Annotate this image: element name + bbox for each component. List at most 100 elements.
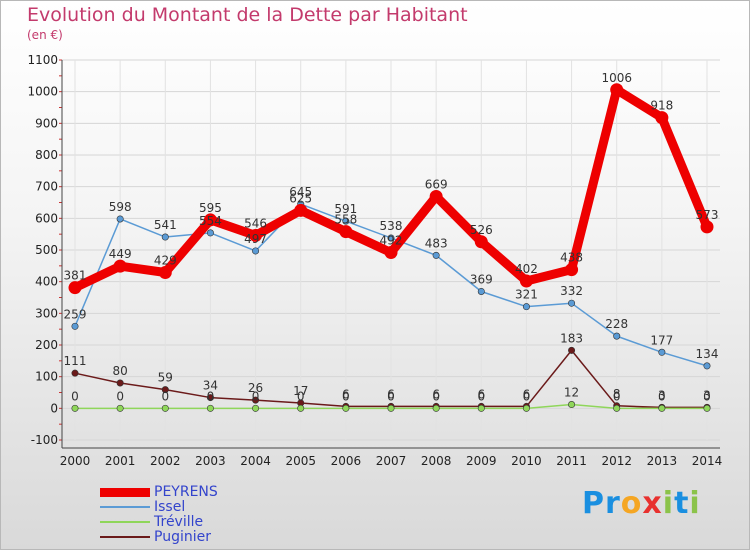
x-tick-label: 2014 xyxy=(692,454,723,468)
data-label: 381 xyxy=(64,269,87,283)
y-tick-label: 1100 xyxy=(27,53,58,67)
data-point xyxy=(613,404,621,412)
data-point xyxy=(249,228,263,242)
data-point xyxy=(68,281,82,295)
data-point xyxy=(161,386,169,394)
x-tick-label: 2007 xyxy=(376,454,407,468)
legend-label: PEYRENS xyxy=(154,484,218,500)
logo-letter: o xyxy=(620,486,643,521)
data-point xyxy=(613,332,621,340)
data-label: 0 xyxy=(613,389,621,403)
data-point xyxy=(658,348,666,356)
legend-label: Puginier xyxy=(154,529,211,545)
data-point xyxy=(477,404,485,412)
data-point xyxy=(568,346,576,354)
data-label: 492 xyxy=(380,234,403,248)
data-point xyxy=(339,225,353,239)
data-label: 541 xyxy=(154,218,177,232)
logo-letter: r xyxy=(605,486,621,521)
data-label: 228 xyxy=(605,317,628,331)
legend-swatch xyxy=(100,488,150,497)
data-point xyxy=(252,396,260,404)
data-label: 573 xyxy=(696,208,719,222)
y-tick-label: 400 xyxy=(35,275,58,289)
data-label: 3 xyxy=(703,388,711,402)
data-label: 546 xyxy=(244,216,267,230)
data-label: 483 xyxy=(425,236,448,250)
x-tick-label: 2000 xyxy=(60,454,91,468)
data-label: 0 xyxy=(477,389,485,403)
legend-swatch xyxy=(100,506,150,508)
data-label: 111 xyxy=(64,354,87,368)
data-point xyxy=(342,404,350,412)
proxiti-logo: Proxiti xyxy=(582,486,701,521)
data-point xyxy=(610,83,624,97)
data-label: 6 xyxy=(342,387,350,401)
data-label: 177 xyxy=(650,333,673,347)
logo-letter: P xyxy=(582,486,605,521)
data-point xyxy=(252,247,260,255)
data-label: 645 xyxy=(289,185,312,199)
x-tick-label: 2002 xyxy=(150,454,181,468)
data-point xyxy=(116,404,124,412)
data-label: 0 xyxy=(297,389,305,403)
data-point xyxy=(522,303,530,311)
data-label: 918 xyxy=(650,99,673,113)
data-point xyxy=(703,362,711,370)
data-point xyxy=(158,265,172,279)
data-label: 0 xyxy=(207,389,215,403)
data-label: 6 xyxy=(387,387,395,401)
data-label: 34 xyxy=(203,379,218,393)
legend-swatch xyxy=(100,536,150,538)
data-point xyxy=(568,401,576,409)
y-tick-label: 100 xyxy=(35,370,58,384)
x-tick-label: 2011 xyxy=(556,454,587,468)
y-tick-label: -100 xyxy=(31,433,58,447)
data-label: 591 xyxy=(334,202,357,216)
x-tick-label: 2006 xyxy=(331,454,362,468)
data-label: 438 xyxy=(560,251,583,265)
logo-letter: x xyxy=(642,486,663,521)
data-point xyxy=(342,217,350,225)
data-point xyxy=(203,213,217,227)
data-point xyxy=(116,215,124,223)
logo-letter: i xyxy=(662,486,675,521)
data-point xyxy=(206,229,214,237)
data-label: 259 xyxy=(64,307,87,321)
data-point xyxy=(113,259,127,273)
data-label: 12 xyxy=(564,386,579,400)
data-point xyxy=(161,404,169,412)
data-label: 8 xyxy=(613,387,621,401)
data-label: 26 xyxy=(248,381,263,395)
x-tick-label: 2009 xyxy=(466,454,497,468)
data-label: 0 xyxy=(658,389,666,403)
data-label: 80 xyxy=(113,364,128,378)
data-point xyxy=(700,220,714,234)
x-tick-label: 2013 xyxy=(647,454,678,468)
logo-letter: i xyxy=(689,486,701,521)
data-point xyxy=(565,263,579,277)
y-tick-label: 200 xyxy=(35,338,58,352)
legend-label: Issel xyxy=(154,499,186,515)
data-point xyxy=(387,234,395,242)
data-point xyxy=(384,246,398,260)
data-label: 595 xyxy=(199,201,222,215)
data-label: 402 xyxy=(515,262,538,276)
y-tick-label: 1000 xyxy=(27,85,58,99)
data-point xyxy=(429,189,443,203)
data-label: 526 xyxy=(470,223,493,237)
y-tick-label: 700 xyxy=(35,180,58,194)
data-point xyxy=(474,235,488,249)
logo-letter: t xyxy=(674,486,690,521)
x-tick-label: 2003 xyxy=(195,454,226,468)
data-point xyxy=(432,251,440,259)
data-point xyxy=(116,379,124,387)
data-point xyxy=(206,404,214,412)
data-point xyxy=(161,233,169,241)
data-point xyxy=(432,404,440,412)
data-label: 538 xyxy=(380,219,403,233)
x-tick-label: 2004 xyxy=(240,454,271,468)
data-label: 0 xyxy=(342,389,350,403)
legend-label: Tréville xyxy=(154,514,204,530)
